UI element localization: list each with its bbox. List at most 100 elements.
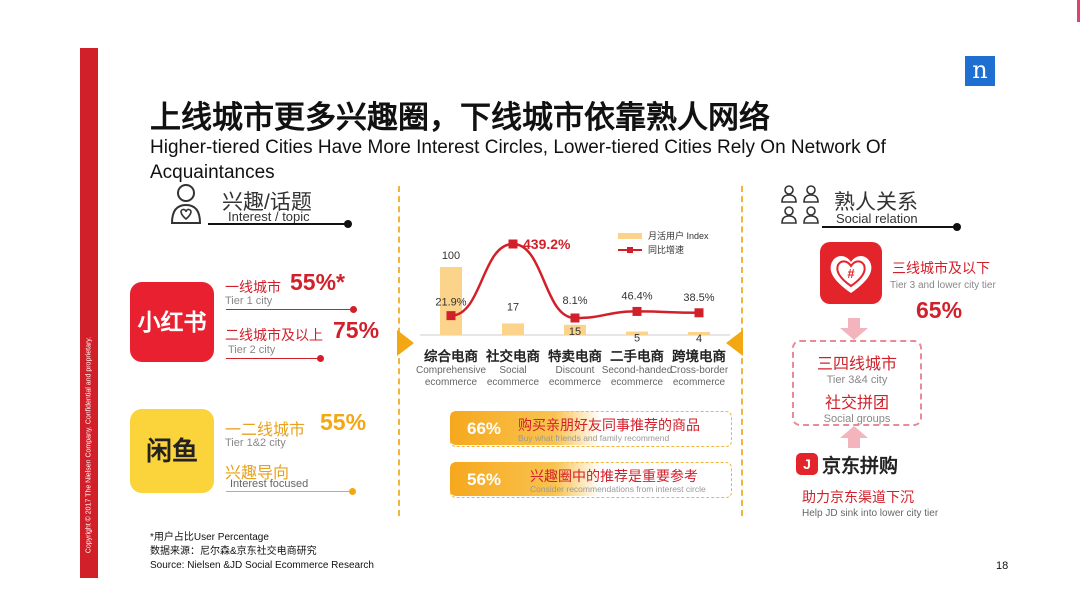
stat-fill-1 [450,411,600,445]
line-point-2 [570,313,580,323]
category-4: 跨境电商 Cross-border ecommerce [661,345,737,389]
page-number: 18 [996,560,1009,572]
page-subtitle: Higher-tiered Cities Have More Interest … [150,137,886,183]
pinduoduo-logo: # [820,242,882,304]
xhs-tier2-en: Tier 2 city [228,344,276,356]
box-line2-cn: 社交拼团 [824,395,889,412]
svg-text:#: # [847,266,855,281]
xhs-tier1-label: 一线城市 [225,279,281,295]
stat-fill-2 [450,462,600,496]
stat-text-cn-2: 兴趣圈中的推荐是重要参考 [530,468,698,484]
category-en-1: Social ecommerce [486,365,540,388]
line-point-4 [694,308,704,318]
pink-arrow-down-icon [839,318,869,340]
right-arrow-icon [726,330,743,356]
jd-bag-icon: J [796,453,818,475]
category-0: 综合电商 Comprehensive ecommerce [413,345,489,389]
pdd-tier-en: Tier 3 and lower city tier [890,280,996,291]
jd-caption-en: Help JD sink into lower city tier [802,508,939,519]
legend-line-label: 同比增速 [648,244,684,255]
jd-caption-cn: 助力京东渠道下沉 [802,489,914,505]
bar-0 [440,267,462,335]
social-groups-box: 三四线城市 Tier 3&4 city 社交拼团 Social groups [792,340,922,426]
ecommerce-chart: 100 17 15 5 4 21.9% 439.2% 8.1% 46.4% 38.5% 月活用户 I… [420,220,730,345]
pdd-percent: 65% [916,297,963,323]
category-2: 特卖电商 Discount ecommerce [537,345,613,389]
footer-note: *用户占比User Percentage [150,532,269,543]
xhs-tier1-underline [226,309,352,310]
category-en-0: Comprehensive ecommerce [415,365,487,388]
section-title-social: 熟人关系 [834,191,918,214]
interest-underline [208,223,346,225]
xhs-tier1-percent: 55%* [290,269,345,295]
legend-bar-label: 月活用户 Index [648,230,709,241]
bar-label-0: 100 [442,250,460,262]
bar-label-2: 15 [569,326,581,338]
xianyu-underline [226,491,351,492]
box-line2-en: Social groups [823,413,891,425]
box-line1-cn: 三四线城市 [816,356,897,373]
line-point-3 [632,306,642,316]
xhs-tier2-label: 二线城市及以上 [225,327,323,343]
category-cn-4: 跨境电商 [672,349,726,364]
jd-pingou-logo: J 京东拼购 [796,451,914,479]
stat-text-cn-1: 购买亲朋好友同事推荐的商品 [518,417,700,433]
xianyu-interest-en: Interest focused [230,478,309,490]
stat-percent-2: 56% [467,470,502,489]
legend-line-marker [627,247,633,253]
category-en-3: Second-handed ecommerce [601,365,673,388]
footer-source-en: Source: Nielsen &JD Social Ecommerce Res… [150,560,374,571]
red-sidebar [80,48,98,578]
stat-row-1: 66% 购买亲朋好友同事推荐的商品 Buy what friends and f… [450,411,732,447]
social-relation-people-icon [778,184,822,228]
xianyu-logo: 闲鱼 [130,409,214,493]
pinduoduo-heart-icon: # [830,256,872,293]
category-cn-0: 综合电商 [424,349,478,364]
stat-text-en-2: Consider recommendations from interest c… [530,484,706,494]
section-subtitle-interest: Interest / topic [228,209,310,224]
category-cn-1: 社交电商 [486,349,540,364]
section-title-interest: 兴趣/话题 [222,191,312,214]
growth-line [450,242,700,320]
bar-label-4: 4 [696,333,702,345]
line-label-0: 21.9% [435,297,466,309]
xianyu-interest-label: 兴趣导向 [225,465,290,482]
xianyu-tier-en: Tier 1&2 city [225,437,286,449]
xhs-tier2-percent: 75% [333,317,380,343]
xhs-tier2-underline [226,358,319,359]
xianyu-tier-percent: 55% [320,409,367,435]
xianyu-tier-label: 一二线城市 [225,422,306,439]
box-line1-en: Tier 3&4 city [826,374,888,386]
bar-3 [626,331,648,335]
pdd-tier-label: 三线城市及以下 [892,260,990,276]
pink-arrow-up-icon [839,426,869,448]
bar-4 [688,332,710,335]
page-title: 上线城市更多兴趣圈，下线城市依靠熟人网络 [150,100,770,135]
bar-label-3: 5 [634,333,640,345]
legend-bar-swatch [618,233,642,239]
chart-category-labels: 综合电商 Comprehensive ecommerce 社交电商 Social ec… [416,345,730,388]
category-en-4: Cross-border ecommerce [669,365,729,388]
xianyu-dot [349,488,356,495]
footer-source-cn: 数据来源：尼尔森&京东社交电商研究 [150,546,317,557]
line-point-0 [446,311,456,321]
xhs-tier1-en: Tier 1 city [225,295,273,307]
category-1: 社交电商 Social ecommerce [475,345,551,389]
interest-person-icon [168,183,204,225]
chart-svg: 100 17 15 5 4 21.9% 439.2% 8.1% 46.4% 38.5% 月活用户 I… [420,230,730,345]
social-underline-dot [953,223,961,231]
social-underline [822,226,956,228]
category-3: 二手电商 Second-handed ecommerce [599,345,675,389]
xhs-tier2-dot [317,355,324,362]
bar-1 [502,323,524,335]
section-subtitle-social: Social relation [836,211,918,226]
left-arrow-icon [397,330,414,356]
stat-row-2: 56% 兴趣圈中的推荐是重要参考 Consider recommendation… [450,462,732,498]
stat-text-en-1: Buy what friends and family recommend [518,433,670,443]
stat-percent-1: 66% [467,419,502,438]
top-accent-line [1077,0,1080,22]
line-point-1 [508,239,518,249]
copyright-notice: Copyright © 2017 The Nielsen Company. Co… [85,336,93,554]
xiaohongshu-logo: 小红书 [130,282,214,362]
